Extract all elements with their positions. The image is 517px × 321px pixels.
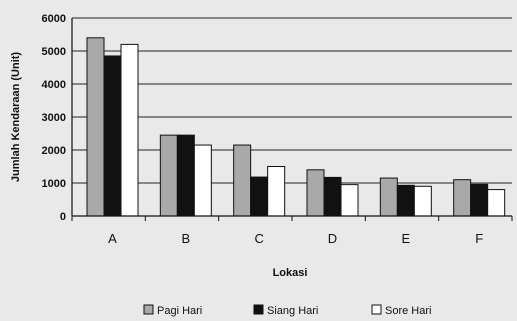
legend-swatch (253, 304, 264, 315)
y-tick-label: 1000 (42, 178, 66, 190)
bar-pagi-hari-E (379, 177, 398, 217)
y-axis-title: Jumlah Kendaraan (Unit) (10, 52, 22, 183)
bar-siang-hari-A (103, 55, 122, 217)
bar-sore-hari-F (487, 189, 506, 217)
y-tick-label: 3000 (42, 112, 66, 124)
bar-pagi-hari-F (453, 179, 472, 217)
y-tick-label: 4000 (42, 79, 66, 91)
legend-swatch (143, 304, 154, 315)
bar-pagi-hari-D (306, 169, 325, 217)
y-tick-label: 6000 (42, 13, 66, 25)
bar-siang-hari-C (250, 176, 269, 217)
bar-siang-hari-E (396, 184, 415, 217)
bar-pagi-hari-B (159, 134, 178, 217)
legend-label: Sore Hari (385, 305, 431, 317)
y-tick-label: 0 (60, 211, 66, 223)
y-tick-label: 5000 (42, 46, 66, 58)
x-tick-label: F (475, 231, 483, 246)
legend-label: Pagi Hari (157, 305, 202, 317)
bar-siang-hari-B (176, 134, 195, 217)
legend-label: Siang Hari (267, 305, 318, 317)
bar-siang-hari-D (323, 176, 342, 217)
x-tick-label: B (181, 231, 190, 246)
axes (71, 18, 513, 221)
bar-siang-hari-F (470, 183, 489, 217)
legend-swatch (371, 304, 382, 315)
bar-sore-hari-B (193, 144, 212, 217)
bars (86, 37, 506, 217)
y-tick-labels: 0 1000 2000 3000 4000 5000 6000 (42, 13, 66, 223)
bar-sore-hari-E (413, 185, 432, 217)
legend: Pagi Hari Siang Hari Sore Hari (143, 304, 431, 317)
x-tick-label: E (401, 231, 410, 246)
x-tick-labels: A B C D E F (108, 231, 483, 246)
x-tick-label: C (254, 231, 263, 246)
x-tick-label: A (108, 231, 117, 246)
bar-sore-hari-D (340, 184, 359, 217)
bar-pagi-hari-C (233, 144, 252, 217)
bar-sore-hari-C (267, 166, 286, 217)
x-axis-title: Lokasi (273, 267, 308, 279)
x-tick-label: D (328, 231, 337, 246)
y-tick-label: 2000 (42, 145, 66, 157)
bar-pagi-hari-A (86, 37, 105, 217)
bar-sore-hari-A (120, 43, 139, 217)
gridlines (72, 17, 512, 184)
